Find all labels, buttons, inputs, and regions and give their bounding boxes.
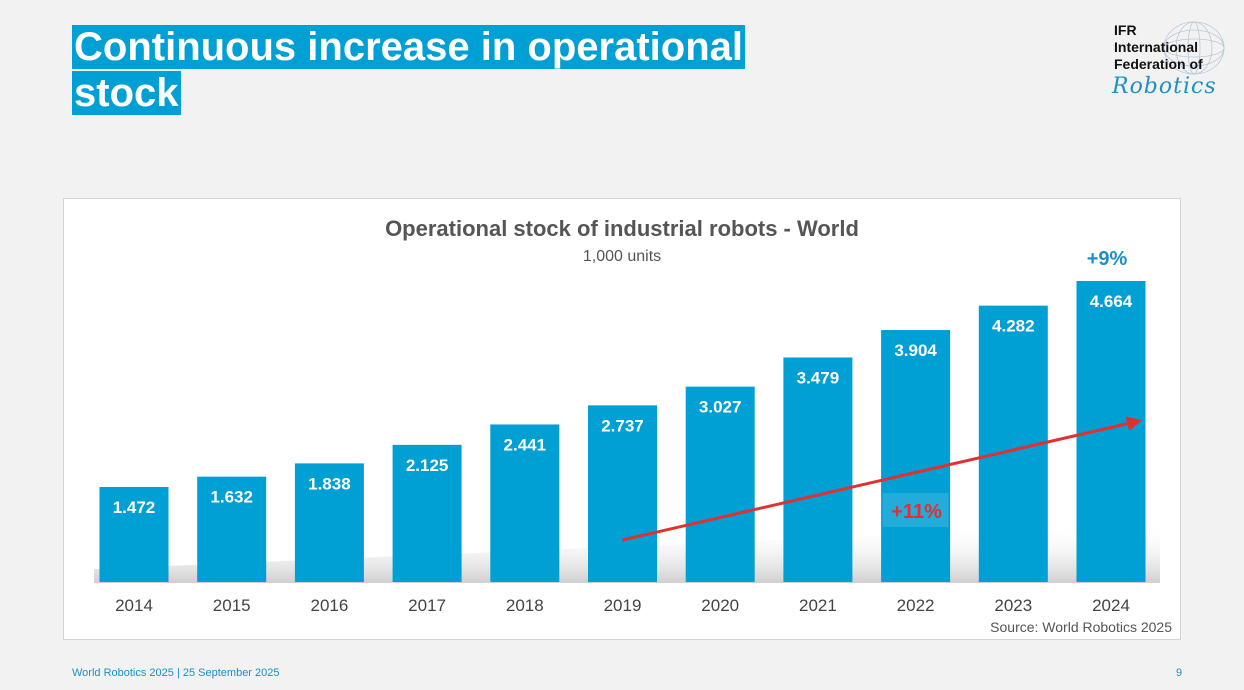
- cagr-label-box: [882, 493, 949, 527]
- slide-title: Continuous increase in operational stock: [72, 24, 745, 116]
- value-label-2023: 4.282: [992, 317, 1035, 336]
- value-label-2014: 1.472: [113, 498, 156, 517]
- bar-2019: [588, 405, 657, 582]
- globe-icon: [1163, 21, 1225, 75]
- x-tick-2016: 2016: [310, 596, 348, 615]
- cagr-label: +11%: [891, 501, 942, 523]
- x-tick-2019: 2019: [604, 596, 642, 615]
- bars-group: [99, 281, 1146, 582]
- trend-arrow: [622, 416, 1142, 542]
- slide-title-line-2: stock: [72, 71, 181, 115]
- bar-2016: [294, 463, 364, 582]
- bar-2021: [783, 357, 853, 582]
- value-label-2024: 4.664: [1090, 292, 1133, 311]
- ifr-logo: IFR International Federation of Robotics: [1110, 21, 1235, 102]
- value-label-2022: 3.904: [894, 341, 937, 360]
- value-label-2019: 2.737: [601, 416, 644, 435]
- slide-title-line-1: Continuous increase in operational: [72, 25, 745, 69]
- bar-2015: [197, 476, 267, 582]
- value-label-2021: 3.479: [797, 368, 840, 387]
- x-tick-2022: 2022: [897, 596, 935, 615]
- bar-2022: [881, 330, 951, 582]
- value-label-2015: 1.632: [210, 488, 253, 507]
- logo-text: IFR International Federation of: [1114, 22, 1203, 73]
- logo-line-international: International: [1114, 39, 1199, 55]
- x-tick-2021: 2021: [799, 596, 837, 615]
- x-tick-2020: 2020: [701, 596, 739, 615]
- value-label-2020: 3.027: [699, 398, 742, 417]
- x-tick-2023: 2023: [994, 596, 1032, 615]
- value-label-2017: 2.125: [406, 456, 449, 475]
- x-tick-2018: 2018: [506, 596, 544, 615]
- bar-chart: Operational stock of industrial robots -…: [94, 216, 1172, 635]
- x-tick-2024: 2024: [1092, 596, 1130, 615]
- bar-2014: [99, 487, 169, 582]
- bar-2020: [685, 386, 755, 582]
- growth-label: +9%: [1087, 248, 1128, 270]
- page-number: 9: [1176, 667, 1183, 679]
- footer-text: World Robotics 2025 | 25 September 2025: [72, 667, 280, 679]
- chart-subtitle: 1,000 units: [583, 248, 661, 265]
- x-tick-2017: 2017: [408, 596, 446, 615]
- source-label: Source: World Robotics 2025: [990, 619, 1172, 635]
- chart-panel: Operational stock of industrial robots -…: [63, 198, 1181, 640]
- logo-script: Robotics: [1112, 74, 1217, 99]
- value-labels-group: 1.472 1.632 1.838 2.125 2.441 2.737 3.027 3.479…: [113, 292, 1133, 517]
- value-label-2016: 1.838: [308, 474, 351, 493]
- logo-line-ifr: IFR: [1114, 22, 1137, 38]
- bar-2017: [392, 444, 462, 582]
- chart-title: Operational stock of industrial robots -…: [385, 216, 859, 241]
- x-labels-group: 2014 2015 2016 2017 2018 2019 2020 2021 2022 2023…: [115, 596, 1130, 615]
- value-label-2018: 2.441: [504, 435, 547, 454]
- x-tick-2015: 2015: [213, 596, 251, 615]
- logo-line-federation: Federation of: [1114, 56, 1203, 72]
- bar-2018: [490, 424, 560, 582]
- x-tick-2014: 2014: [115, 596, 153, 615]
